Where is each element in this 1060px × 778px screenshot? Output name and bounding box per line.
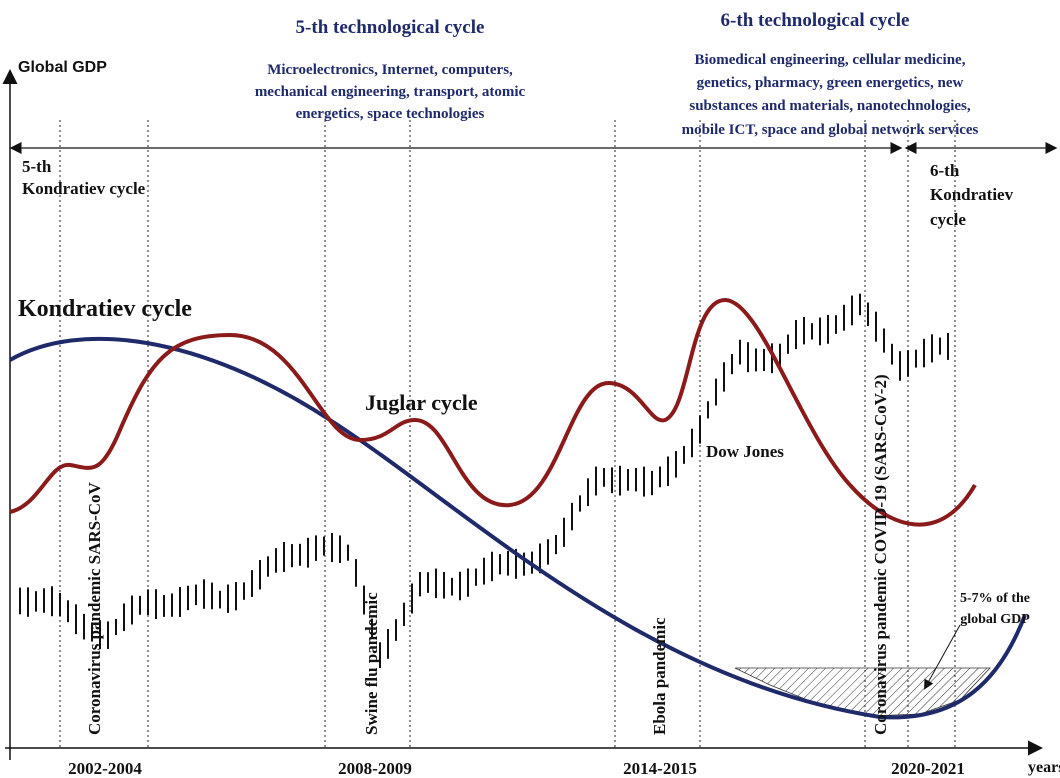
juglar-label: Juglar cycle (365, 390, 478, 415)
x-label: 2002-2004 (68, 759, 142, 778)
dow-jones-series (19, 293, 949, 669)
tech6-line: mobile ICT, space and global network ser… (682, 122, 979, 138)
tech6-line: substances and materials, nanotechnologi… (689, 98, 971, 114)
event-label: Swine flu pandemic (362, 592, 381, 735)
tech6-line: Biomedical engineering, cellular medicin… (695, 52, 966, 68)
tech6-line: genetics, pharmacy, green energetics, ne… (697, 75, 964, 91)
x-label: 2008-2009 (338, 759, 412, 778)
tech6-title: 6-th technological cycle (721, 10, 910, 31)
annotation: global GDP (960, 612, 1030, 627)
kondratiev-label: Kondratiev cycle (18, 296, 192, 322)
tech5-title: 5-th technological cycle (296, 17, 485, 38)
annotation-arrow (924, 624, 961, 690)
kondratiev5-label: 5-th (22, 157, 52, 176)
event-label: Ebola pandemic (650, 617, 669, 735)
y-axis-label: Global GDP (18, 59, 107, 76)
kondratiev5-label: Kondratiev cycle (22, 179, 146, 198)
annotation: 5-7% of the (960, 591, 1030, 606)
x-label: 2020-2021 (891, 759, 965, 778)
kondratiev6-label: Kondratiev (930, 185, 1014, 204)
tech5-line: Microelectronics, Internet, computers, (267, 62, 513, 78)
juglar-curve (9, 297, 977, 527)
tech5-line: mechanical engineering, transport, atomi… (255, 84, 526, 100)
kondratiev6-label: 6-th (930, 161, 960, 180)
x-label: 2014-2015 (623, 759, 697, 778)
dow-label: Dow Jones (706, 442, 784, 461)
event-label: Coronavirus pandemic SARS-CoV (85, 481, 104, 735)
dashed-lines (59, 120, 956, 748)
kondratiev6-label: cycle (930, 210, 966, 229)
x-axis-label: years (1028, 759, 1060, 776)
event-label: Coronavirus pandemic COVID-19 (SARS-CoV-… (871, 374, 890, 735)
kondratiev-curve (9, 336, 1027, 720)
tech5-line: energetics, space technologies (296, 106, 485, 122)
